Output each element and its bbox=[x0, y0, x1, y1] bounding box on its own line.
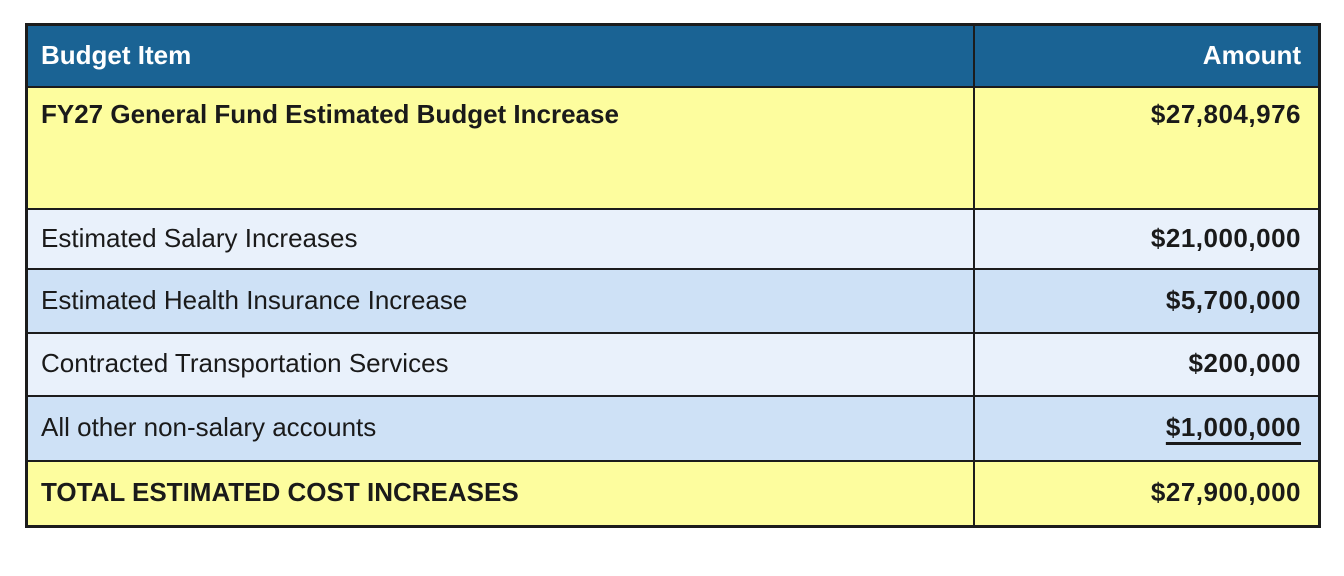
table-row-non-salary-accounts: All other non-salary accounts $1,000,000 bbox=[25, 394, 1321, 462]
amount-cell: $1,000,000 bbox=[972, 394, 1321, 462]
budget-item-cell: Contracted Transportation Services bbox=[25, 331, 975, 397]
table-row-transportation-services: Contracted Transportation Services $200,… bbox=[25, 331, 1321, 397]
amount-cell: $5,700,000 bbox=[972, 267, 1321, 334]
amount-cell: $200,000 bbox=[972, 331, 1321, 397]
budget-item-cell: All other non-salary accounts bbox=[25, 394, 975, 462]
amount-cell: $27,804,976 bbox=[972, 85, 1321, 210]
budget-item-cell: FY27 General Fund Estimated Budget Incre… bbox=[25, 85, 975, 210]
budget-item-cell: Estimated Salary Increases bbox=[25, 207, 975, 270]
column-header-budget-item: Budget Item bbox=[25, 23, 975, 88]
underlined-amount: $1,000,000 bbox=[1165, 412, 1301, 443]
amount-cell: $27,900,000 bbox=[972, 459, 1321, 528]
table-row-fy27-budget-increase: FY27 General Fund Estimated Budget Incre… bbox=[25, 85, 1321, 210]
table-header-row: Budget Item Amount bbox=[25, 23, 1321, 88]
table-row-salary-increases: Estimated Salary Increases $21,000,000 bbox=[25, 207, 1321, 270]
amount-cell: $21,000,000 bbox=[972, 207, 1321, 270]
budget-table: Budget Item Amount FY27 General Fund Est… bbox=[25, 23, 1321, 528]
table-row-health-insurance: Estimated Health Insurance Increase $5,7… bbox=[25, 267, 1321, 334]
budget-item-cell: Estimated Health Insurance Increase bbox=[25, 267, 975, 334]
table-row-total-estimated-cost: TOTAL ESTIMATED COST INCREASES $27,900,0… bbox=[25, 459, 1321, 528]
budget-item-cell: TOTAL ESTIMATED COST INCREASES bbox=[25, 459, 975, 528]
column-header-amount: Amount bbox=[972, 23, 1321, 88]
